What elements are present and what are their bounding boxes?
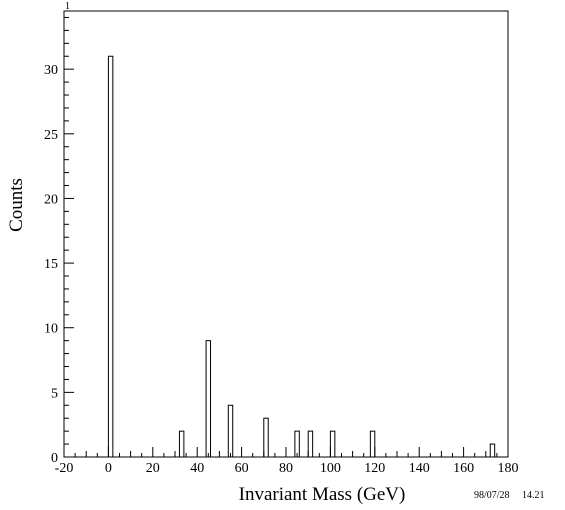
bar-0 [107, 55, 114, 458]
bar-2 [205, 340, 212, 458]
y-tick-label: 25 [44, 128, 58, 143]
x-tick-label: 120 [364, 461, 385, 476]
time-stamp: 14.21 [522, 490, 545, 501]
plot-frame [63, 10, 509, 458]
y-tick-label: 0 [51, 451, 58, 466]
x-tick-label: 0 [105, 461, 112, 476]
y-tick-label: 10 [44, 322, 58, 337]
y-tick-label: 20 [44, 192, 58, 207]
y-axis-title: Counts [6, 178, 27, 232]
corner-label: 1 [65, 1, 70, 12]
y-tick-label: 30 [44, 63, 58, 78]
bar-6 [307, 430, 314, 458]
bar-1 [178, 430, 185, 458]
x-tick-label: 60 [235, 461, 249, 476]
date-stamp: 98/07/28 [474, 490, 510, 501]
x-tick-label: -20 [55, 461, 74, 476]
x-tick-label: 160 [453, 461, 474, 476]
x-tick-label: 20 [146, 461, 160, 476]
x-axis-title: Invariant Mass (GeV) [239, 484, 406, 505]
x-tick-label: 100 [320, 461, 341, 476]
bar-9 [489, 443, 496, 458]
bars-group [107, 55, 496, 458]
x-tick-label: 180 [498, 461, 519, 476]
x-tick-label: 80 [279, 461, 293, 476]
bar-4 [263, 417, 269, 458]
bar-7 [329, 430, 336, 458]
x-tick-label: 40 [190, 461, 204, 476]
y-tick-label: 15 [44, 257, 58, 272]
y-axis-ticks: 0 5 10 15 20 25 30 [44, 16, 74, 466]
bar-3 [227, 404, 234, 458]
bar-8 [369, 430, 376, 458]
y-tick-label: 5 [51, 386, 58, 401]
x-tick-label: 140 [409, 461, 430, 476]
x-axis-ticks: -20 0 20 40 60 80 100 120 140 160 180 [55, 447, 519, 476]
